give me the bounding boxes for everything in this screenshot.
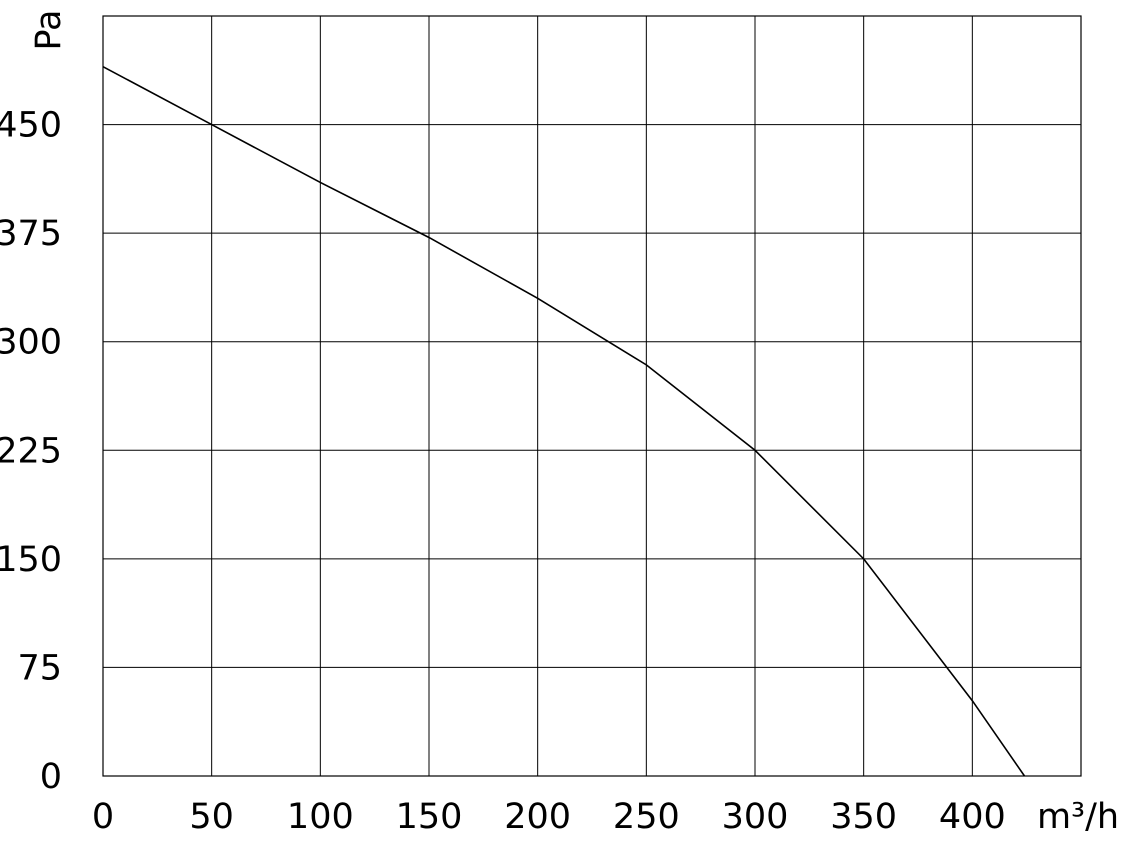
x-tick-label: 300 <box>722 797 789 837</box>
x-tick-label: 400 <box>939 797 1006 837</box>
y-axis-label: Pa <box>29 10 69 51</box>
y-tick-label: 375 <box>0 214 62 254</box>
y-tick-label: 300 <box>0 323 62 363</box>
x-tick-label: 50 <box>189 797 234 837</box>
y-tick-label: 225 <box>0 431 62 471</box>
y-tick-label: 150 <box>0 540 62 580</box>
y-tick-label: 450 <box>0 106 62 146</box>
x-tick-label: 250 <box>613 797 680 837</box>
plot-frame <box>102 15 1082 777</box>
y-tick-label: 0 <box>40 757 62 797</box>
x-axis-label: m³/h <box>1037 797 1119 837</box>
x-tick-label: 350 <box>830 797 897 837</box>
x-tick-label: 0 <box>92 797 114 837</box>
x-tick-label: 200 <box>504 797 571 837</box>
x-tick-label: 100 <box>287 797 354 837</box>
y-tick-label: 75 <box>17 648 62 688</box>
data-line <box>102 65 1026 777</box>
x-tick-label: 150 <box>396 797 463 837</box>
